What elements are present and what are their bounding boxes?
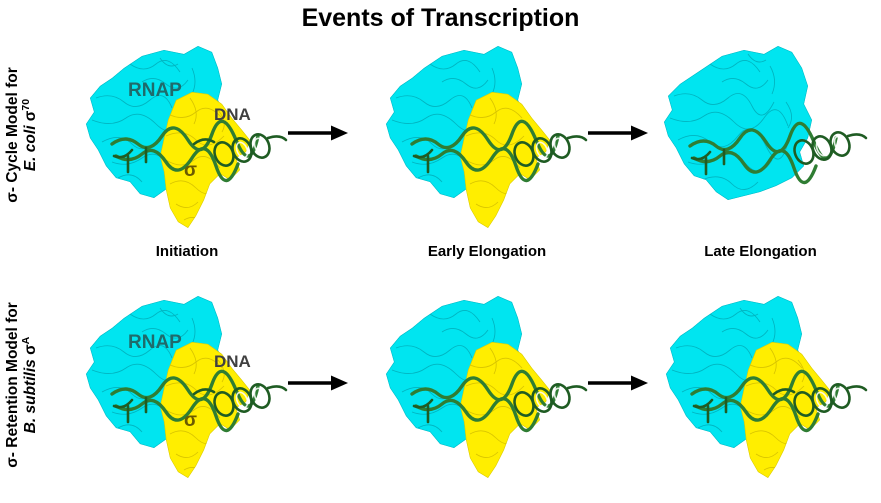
dna-helix-highlight [235,137,267,159]
dna-helix-coils [112,383,288,424]
sigma-subunit [160,92,250,228]
row-label-top-line1: σ- Cycle Model for [4,67,21,203]
dna-helix-coils [412,383,588,424]
dna-helix-highlight [235,387,267,409]
row-label-bottom-organism: B. subtilis [22,359,40,434]
sigma-subunit [460,342,550,478]
arrow-early-to-late-row1 [587,122,649,144]
row-label-top-factor [23,121,40,125]
panel-sigma-cycle-initiation: RNAP DNA σ [72,38,302,238]
page-title: Events of Transcription [301,4,580,32]
row-label-bottom-line2: B. subtilis σA [20,270,40,500]
dna-helix-highlight [535,387,567,409]
sigma-subunit [740,342,830,478]
dna-helix-coils [692,383,868,424]
row-label-sigma-retention: σ- Retention Model for B. subtilis σA [4,270,40,500]
stage-label-late-elongation: Late Elongation [704,243,817,260]
panel-sigma-retention-late-elongation [652,290,881,490]
stage-label-early-elongation: Early Elongation [427,243,547,260]
row-label-top-sigma-sup: 70 [20,98,33,111]
row-label-sigma-cycle: σ- Cycle Model for E. coli σ70 [4,20,40,250]
panel-sigma-cycle-early-elongation [372,38,602,238]
row-label-top-line2: E. coli σ70 [20,20,40,250]
arrow-initiation-to-early-row2 [287,372,349,394]
dna-helix-coils [412,133,588,174]
row-label-bottom-space [23,355,40,359]
dna-helix-highlight [815,135,847,157]
sigma-subunit [160,342,250,478]
panel-sigma-retention-early-elongation [372,290,602,490]
dna-helix-coils [690,131,868,176]
dna-helix-highlight [815,387,847,409]
stage-label-initiation: Initiation [155,243,219,260]
dna-helix-highlight [535,137,567,159]
arrow-initiation-to-early-row1 [287,122,349,144]
sigma-subunit [460,92,550,228]
row-label-bottom-line1: σ- Retention Model for [4,302,21,468]
row-label-top-organism: E. coli [22,125,40,172]
row-label-bottom-sigma: σ [22,344,40,355]
panel-sigma-retention-initiation: RNAP DNA σ [72,290,302,490]
row-label-bottom-sigma-sup: A [20,336,33,345]
panel-sigma-cycle-late-elongation [652,38,881,238]
row-label-top-sigma: σ [22,110,40,122]
dna-helix-coils [112,133,288,174]
rnap-body [664,46,812,200]
arrow-early-to-late-row2 [587,372,649,394]
